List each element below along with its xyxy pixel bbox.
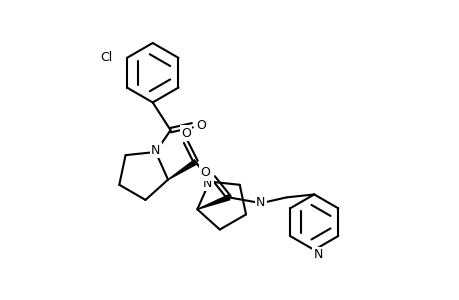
- Text: O: O: [200, 166, 210, 179]
- Polygon shape: [168, 160, 196, 180]
- Text: N: N: [202, 177, 212, 190]
- Text: O: O: [180, 127, 190, 140]
- Text: O: O: [196, 119, 206, 132]
- Text: N: N: [151, 143, 160, 157]
- Polygon shape: [197, 195, 230, 209]
- Text: N: N: [313, 248, 322, 261]
- Text: Cl: Cl: [100, 51, 112, 64]
- Text: N: N: [256, 196, 265, 209]
